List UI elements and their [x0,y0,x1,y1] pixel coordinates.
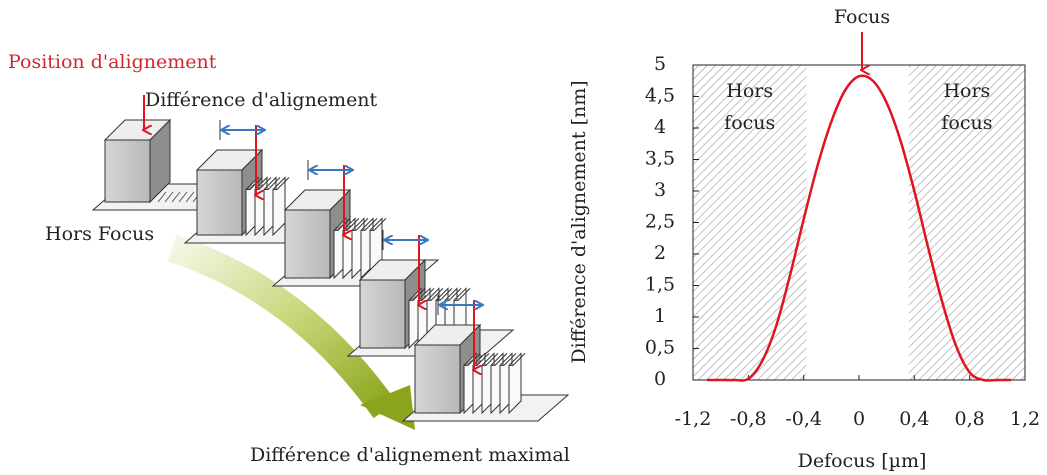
y-tick-label: 0 [654,368,666,390]
position-label: Position d'alignement [8,51,217,73]
x-tick-label: -1,2 [675,408,712,430]
cube-front [196,169,243,236]
y-tick-label: 1 [654,305,666,327]
region-label: Hors [726,80,773,102]
focus-arrow [167,234,397,419]
cube-front [104,139,151,203]
y-tick-label: 1,5 [645,274,675,296]
flat-slab [185,191,195,203]
x-tick-label: 0 [853,408,865,430]
focus-annotation: Focus [834,6,890,28]
x-tick-label: 1,2 [1010,408,1040,430]
y-tick-label: 0,5 [645,337,675,359]
flat-slab [164,191,174,203]
x-tick-label: -0,8 [730,408,767,430]
diagram [91,95,570,430]
region-label: focus [941,112,992,134]
region-label: focus [724,112,775,134]
y-tick-label: 2 [654,242,666,264]
flat-slab [171,191,181,203]
chart: Focus Defocus [µm] Différence d'aligneme… [568,6,1040,472]
y-tick-label: 3 [654,179,666,201]
x-tick-label: 0,8 [955,408,985,430]
shaded-region [908,65,1025,380]
x-axis-label: Defocus [µm] [798,450,927,472]
cube-front [414,344,461,414]
hors-focus-label: Hors Focus [45,223,154,245]
y-tick-label: 4,5 [645,85,675,107]
shaded-region [693,65,807,380]
y-tick-label: 3,5 [645,148,675,170]
y-tick-label: 4 [654,116,666,138]
x-tick-label: 0,4 [899,408,929,430]
series-line [706,74,1012,382]
x-tick-label: -0,4 [785,408,822,430]
slab [508,352,526,415]
difference-label: Différence d'alignement [145,89,378,111]
y-tick-label: 5 [654,53,666,75]
y-tick-label: 2,5 [645,211,675,233]
flat-slab [157,191,167,203]
cube-front [284,209,331,279]
region-label: Hors [943,80,990,102]
maximal-label: Différence d'alignement maximal [250,444,570,466]
focus-arrow-head [360,385,415,430]
flat-slab [178,191,188,203]
y-axis-label: Différence d'alignement [nm] [568,80,590,363]
cube-front [359,279,406,349]
